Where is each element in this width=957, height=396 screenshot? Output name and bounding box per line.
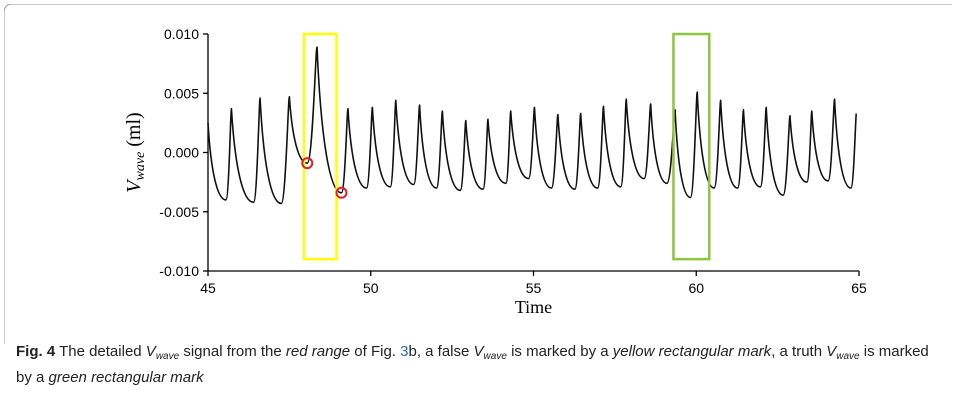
caption-subscript: wave xyxy=(483,351,507,362)
figure-caption: Fig. 4 The detailed Vwave signal from th… xyxy=(16,341,946,388)
truth-rectangle-mark xyxy=(672,32,711,261)
red-point-marker xyxy=(301,157,314,170)
y-axis-title: Vwave (ml) xyxy=(123,112,148,192)
caption-text: b, a false xyxy=(408,343,474,360)
y-tick-label: 0.005 xyxy=(164,85,199,101)
figure-frame: 0.010 0.005 0.000 -0.005 -0.010 45 50 55 60 65 Tim… xyxy=(4,4,953,392)
false-rectangle-mark xyxy=(302,32,338,261)
y-tick-label: 0.000 xyxy=(164,145,199,161)
caption-text: signal from the xyxy=(179,343,286,360)
caption-text: , a truth xyxy=(771,343,827,360)
caption-emphasis: red range xyxy=(285,343,351,360)
caption-emphasis: yellow rectangular mark xyxy=(612,343,772,360)
caption-symbol: V xyxy=(473,343,484,360)
y-tick-label: -0.005 xyxy=(159,204,199,220)
red-point-marker xyxy=(335,186,348,199)
x-tick-label: 45 xyxy=(200,280,216,296)
x-axis-title: Time xyxy=(515,297,552,317)
figure-reference-link[interactable]: 3 xyxy=(400,343,409,360)
caption-text: of Fig. xyxy=(350,343,401,360)
x-tick-label: 50 xyxy=(363,280,379,296)
x-tick-label: 60 xyxy=(688,280,704,296)
y-tick-label: 0.010 xyxy=(164,26,199,42)
caption-text: is marked by a xyxy=(506,343,613,360)
caption-subscript: wave xyxy=(155,351,180,362)
caption-symbol: V xyxy=(145,343,156,360)
caption-emphasis: green rectangular mark xyxy=(48,369,204,386)
caption-text: is marked by a xyxy=(16,343,929,386)
x-tick-label: 55 xyxy=(526,280,542,296)
caption-subscript: wave xyxy=(836,351,860,362)
caption-symbol: V xyxy=(826,343,837,360)
caption-label: Fig. 4 xyxy=(16,343,56,360)
chart-marks xyxy=(207,32,858,261)
chart-axes xyxy=(203,33,860,276)
frame-border xyxy=(4,4,952,344)
x-tick-label: 65 xyxy=(851,280,867,296)
signal-line xyxy=(207,46,858,205)
y-tick-label: -0.010 xyxy=(159,263,199,279)
caption-text: The detailed xyxy=(55,343,146,360)
